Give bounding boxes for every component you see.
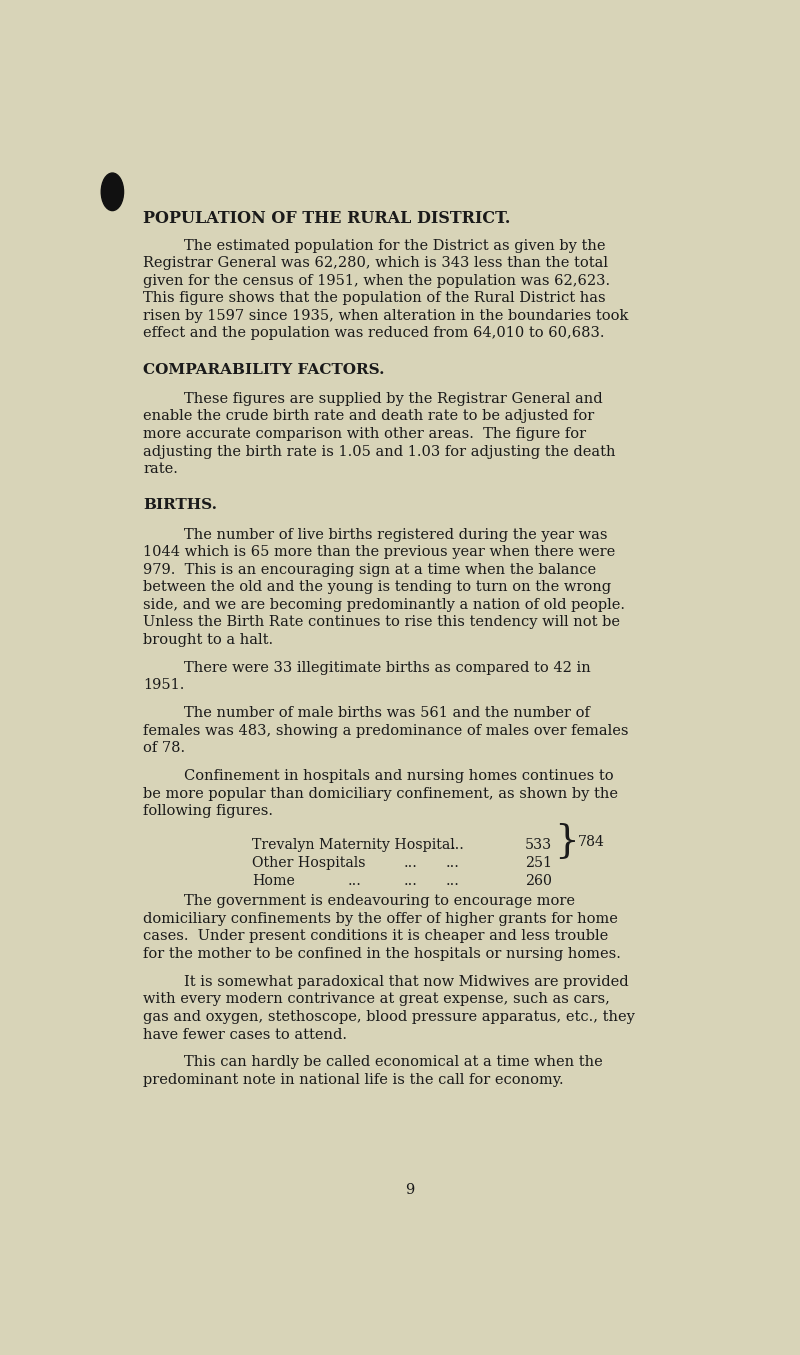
- Text: domiciliary confinements by the offer of higher grants for home: domiciliary confinements by the offer of…: [143, 912, 618, 925]
- Text: have fewer cases to attend.: have fewer cases to attend.: [143, 1027, 347, 1042]
- Text: adjusting the birth rate is 1.05 and 1.03 for adjusting the death: adjusting the birth rate is 1.05 and 1.0…: [143, 444, 616, 458]
- Text: side, and we are becoming predominantly a nation of old people.: side, and we are becoming predominantly …: [143, 598, 626, 611]
- Text: 784: 784: [578, 835, 604, 848]
- Text: The number of male births was 561 and the number of: The number of male births was 561 and th…: [184, 706, 590, 721]
- Text: brought to a halt.: brought to a halt.: [143, 633, 274, 646]
- Text: COMPARABILITY FACTORS.: COMPARABILITY FACTORS.: [143, 363, 385, 377]
- Text: ...: ...: [446, 856, 460, 870]
- Text: ...: ...: [348, 874, 362, 888]
- Text: It is somewhat paradoxical that now Midwives are provided: It is somewhat paradoxical that now Midw…: [184, 976, 628, 989]
- Text: with every modern contrivance at great expense, such as cars,: with every modern contrivance at great e…: [143, 992, 610, 1007]
- Text: predominant note in national life is the call for economy.: predominant note in national life is the…: [143, 1073, 564, 1087]
- Text: for the mother to be confined in the hospitals or nursing homes.: for the mother to be confined in the hos…: [143, 947, 622, 961]
- Text: females was 483, showing a predominance of males over females: females was 483, showing a predominance …: [143, 724, 629, 737]
- Text: 251: 251: [525, 856, 552, 870]
- Text: Other Hospitals: Other Hospitals: [252, 856, 366, 870]
- Text: between the old and the young is tending to turn on the wrong: between the old and the young is tending…: [143, 580, 611, 593]
- Text: effect and the population was reduced from 64,010 to 60,683.: effect and the population was reduced fr…: [143, 327, 605, 340]
- Text: ...: ...: [404, 874, 418, 888]
- Text: risen by 1597 since 1935, when alteration in the boundaries took: risen by 1597 since 1935, when alteratio…: [143, 309, 629, 322]
- Text: BIRTHS.: BIRTHS.: [143, 499, 218, 512]
- Circle shape: [102, 173, 123, 210]
- Text: ...: ...: [450, 839, 464, 852]
- Text: Home: Home: [252, 874, 294, 888]
- Text: }: }: [554, 822, 578, 860]
- Text: Trevalyn Maternity Hospital: Trevalyn Maternity Hospital: [252, 839, 454, 852]
- Text: enable the crude birth rate and death rate to be adjusted for: enable the crude birth rate and death ra…: [143, 409, 594, 424]
- Text: 533: 533: [525, 839, 552, 852]
- Text: 979.  This is an encouraging sign at a time when the balance: 979. This is an encouraging sign at a ti…: [143, 562, 597, 577]
- Text: 1951.: 1951.: [143, 679, 185, 692]
- Text: The government is endeavouring to encourage more: The government is endeavouring to encour…: [184, 894, 574, 908]
- Text: This figure shows that the population of the Rural District has: This figure shows that the population of…: [143, 291, 606, 305]
- Text: given for the census of 1951, when the population was 62,623.: given for the census of 1951, when the p…: [143, 274, 610, 287]
- Text: POPULATION OF THE RURAL DISTRICT.: POPULATION OF THE RURAL DISTRICT.: [143, 210, 510, 226]
- Text: rate.: rate.: [143, 462, 178, 476]
- Text: 9: 9: [406, 1183, 414, 1196]
- Text: cases.  Under present conditions it is cheaper and less trouble: cases. Under present conditions it is ch…: [143, 930, 609, 943]
- Text: Registrar General was 62,280, which is 343 less than the total: Registrar General was 62,280, which is 3…: [143, 256, 608, 270]
- Text: of 78.: of 78.: [143, 741, 186, 755]
- Text: This can hardly be called economical at a time when the: This can hardly be called economical at …: [184, 1056, 602, 1069]
- Text: 260: 260: [525, 874, 552, 888]
- Text: Unless the Birth Rate continues to rise this tendency will not be: Unless the Birth Rate continues to rise …: [143, 615, 621, 629]
- Text: These figures are supplied by the Registrar General and: These figures are supplied by the Regist…: [184, 392, 602, 406]
- Text: The estimated population for the District as given by the: The estimated population for the Distric…: [184, 238, 606, 253]
- Text: more accurate comparison with other areas.  The figure for: more accurate comparison with other area…: [143, 427, 586, 440]
- Text: There were 33 illegitimate births as compared to 42 in: There were 33 illegitimate births as com…: [184, 661, 590, 675]
- Text: ...: ...: [446, 874, 460, 888]
- Text: following figures.: following figures.: [143, 805, 274, 818]
- Text: ...: ...: [404, 856, 418, 870]
- Text: be more popular than domiciliary confinement, as shown by the: be more popular than domiciliary confine…: [143, 787, 618, 801]
- Text: Confinement in hospitals and nursing homes continues to: Confinement in hospitals and nursing hom…: [184, 770, 614, 783]
- Text: The number of live births registered during the year was: The number of live births registered dur…: [184, 527, 607, 542]
- Text: 1044 which is 65 more than the previous year when there were: 1044 which is 65 more than the previous …: [143, 545, 616, 560]
- Text: gas and oxygen, stethoscope, blood pressure apparatus, etc., they: gas and oxygen, stethoscope, blood press…: [143, 1009, 635, 1024]
